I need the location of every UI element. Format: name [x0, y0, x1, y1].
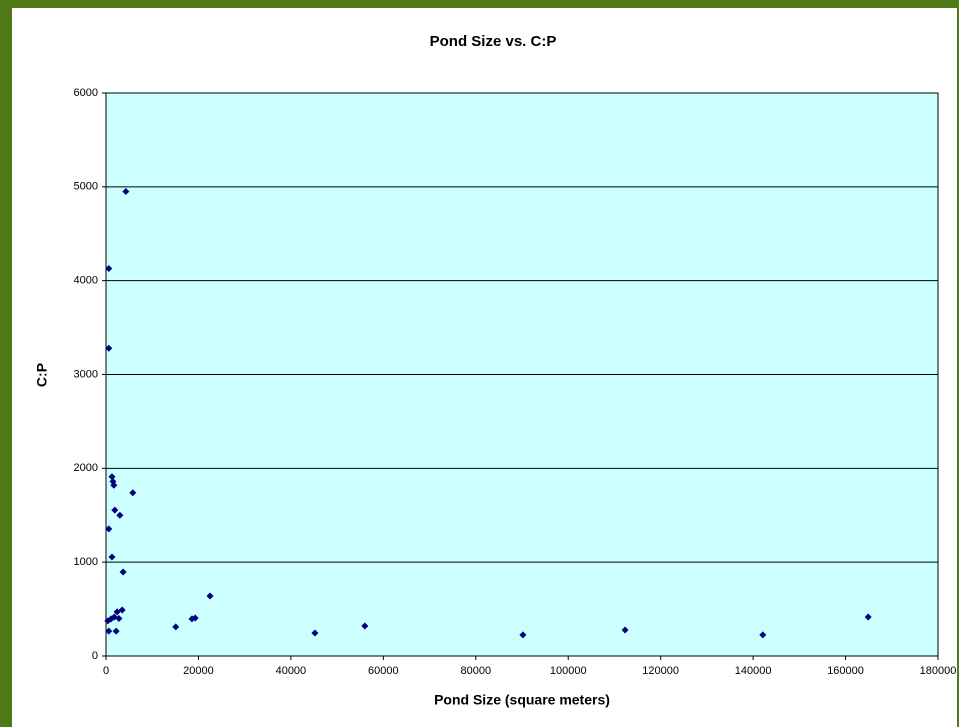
point: [116, 511, 124, 519]
point: [113, 608, 121, 616]
point: [759, 631, 767, 639]
point: [110, 481, 118, 489]
point: [191, 614, 199, 622]
y-tick-label: 3000: [74, 368, 98, 380]
point: [105, 264, 113, 272]
x-tick-label: 40000: [276, 665, 307, 677]
y-tick-label: 0: [92, 650, 98, 662]
point: [172, 623, 180, 631]
x-tick-label: 0: [103, 665, 109, 677]
x-tick-label: 180000: [920, 665, 957, 677]
point: [864, 613, 872, 621]
point: [104, 617, 112, 625]
y-tick-label: 2000: [74, 462, 98, 474]
point: [206, 592, 214, 600]
point: [119, 568, 127, 576]
point: [108, 553, 116, 561]
point: [105, 627, 113, 635]
x-tick-label: 140000: [735, 665, 772, 677]
x-tick-label: 160000: [827, 665, 864, 677]
point: [105, 525, 113, 533]
y-axis-title: C:P: [34, 363, 50, 387]
x-tick-label: 120000: [642, 665, 679, 677]
y-tick-label: 5000: [74, 181, 98, 193]
point: [311, 629, 319, 637]
y-tick-label: 6000: [74, 87, 98, 99]
chart-title: Pond Size vs. C:P: [430, 33, 557, 50]
x-tick-label: 60000: [368, 665, 399, 677]
x-tick-label: 80000: [460, 665, 491, 677]
point: [108, 473, 116, 481]
point: [112, 627, 120, 635]
x-tick-label: 100000: [550, 665, 587, 677]
x-axis-title: Pond Size (square meters): [434, 692, 610, 708]
y-tick-label: 1000: [74, 556, 98, 568]
y-tick-label: 4000: [74, 275, 98, 287]
point: [621, 626, 629, 634]
point: [111, 506, 119, 514]
point: [361, 622, 369, 630]
x-tick-label: 20000: [183, 665, 214, 677]
point: [129, 489, 137, 497]
point: [519, 631, 527, 639]
point: [122, 188, 130, 196]
point: [105, 344, 113, 352]
point: [115, 614, 123, 622]
